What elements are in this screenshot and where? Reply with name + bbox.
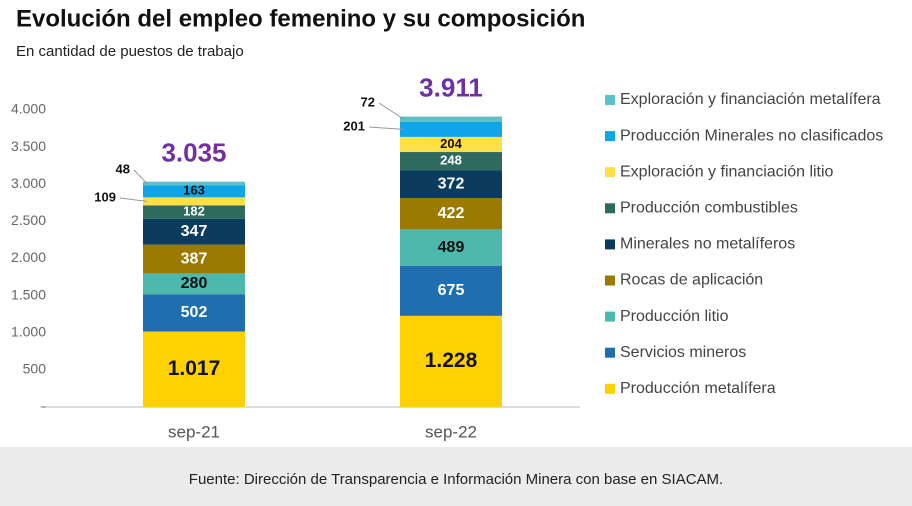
source-note: Fuente: Dirección de Transparencia e Inf… — [189, 471, 723, 488]
data-label: 372 — [438, 175, 465, 192]
data-label: 280 — [181, 275, 208, 292]
y-tick-label: 3.000 — [11, 175, 46, 191]
bar-segment — [400, 121, 502, 137]
bar-segment — [400, 229, 502, 266]
data-label: 72 — [361, 94, 375, 109]
data-label: 1.228 — [425, 349, 478, 372]
data-label: 163 — [183, 183, 205, 198]
legend-label: Exploración y financiación litio — [620, 163, 834, 180]
leader-line — [368, 126, 405, 130]
legend-swatch — [605, 275, 615, 286]
y-tick-label: 500 — [23, 361, 47, 377]
legend-label: Producción combustibles — [620, 200, 798, 217]
y-tick-label: 2.500 — [11, 212, 46, 228]
legend-label: Exploración y financiación metalífera — [620, 91, 881, 108]
data-label: 502 — [181, 304, 208, 321]
bar-segment — [143, 218, 245, 245]
bar-segment — [143, 205, 245, 219]
bar-segment — [143, 181, 245, 186]
bar-segment — [400, 170, 502, 199]
data-label: 182 — [183, 204, 205, 219]
bar-segment — [400, 152, 502, 171]
legend-label: Producción Minerales no clasificados — [620, 127, 883, 144]
bar-segment — [143, 294, 245, 332]
bar-segment — [143, 185, 245, 198]
x-tick-label: sep-21 — [168, 422, 220, 441]
y-tick-label: - — [41, 398, 46, 414]
y-tick-label: 3.500 — [11, 138, 46, 154]
bar-segment — [400, 265, 502, 316]
legend-swatch — [605, 167, 615, 178]
legend-label: Minerales no metalíferos — [620, 236, 795, 253]
legend-swatch — [605, 347, 615, 358]
legend-swatch — [605, 383, 615, 394]
data-label: 109 — [94, 189, 116, 204]
bar-segment — [143, 331, 245, 407]
y-tick-label: 1.500 — [11, 286, 46, 302]
data-label: 489 — [438, 239, 465, 256]
legend-label: Servicios mineros — [620, 344, 746, 361]
data-label: 422 — [438, 205, 465, 222]
data-label: 1.017 — [168, 357, 221, 380]
bar-segment — [143, 244, 245, 274]
y-tick-label: 4.000 — [11, 101, 46, 117]
total-label: 3.035 — [161, 138, 226, 168]
data-label: 347 — [181, 223, 208, 240]
legend-swatch — [605, 131, 615, 142]
chart-title: Evolución del empleo femenino y su compo… — [16, 5, 585, 32]
data-label: 675 — [438, 282, 465, 299]
data-label: 204 — [440, 136, 462, 151]
leader-line — [119, 197, 148, 202]
data-label: 201 — [343, 118, 365, 133]
bar-segment — [143, 197, 245, 206]
legend-swatch — [605, 311, 615, 322]
y-tick-label: 1.000 — [11, 323, 46, 339]
legend-swatch — [605, 239, 615, 250]
leader-line — [378, 102, 405, 120]
x-tick-label: sep-22 — [425, 422, 477, 441]
data-label: 48 — [116, 161, 130, 176]
legend-swatch — [605, 95, 615, 105]
legend-label: Producción metalífera — [620, 380, 776, 397]
legend-label: Rocas de aplicación — [620, 272, 763, 289]
bar-segment — [400, 198, 502, 230]
total-label: 3.911 — [419, 72, 483, 102]
bar-segment — [400, 315, 502, 407]
bar-segment — [400, 116, 502, 122]
data-label: 387 — [181, 250, 208, 267]
footer-band — [0, 447, 912, 506]
legend-swatch — [605, 203, 615, 214]
y-tick-label: 2.000 — [11, 249, 46, 265]
bar-segment — [143, 273, 245, 295]
data-label: 248 — [440, 153, 462, 168]
chart-subtitle: En cantidad de puestos de trabajo — [16, 43, 244, 60]
bar-segment — [400, 136, 502, 153]
legend-label: Producción litio — [620, 308, 729, 325]
leader-line — [133, 169, 148, 184]
